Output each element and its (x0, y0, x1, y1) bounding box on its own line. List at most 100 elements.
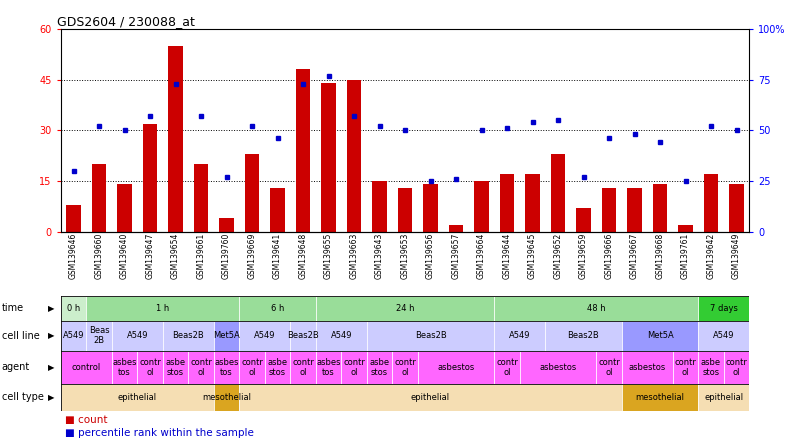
Bar (290, 321, 316, 351)
Bar (143, 123, 157, 232)
Text: GSM139667: GSM139667 (630, 233, 639, 279)
Bar (698, 321, 749, 351)
Bar (188, 351, 214, 384)
Bar (92, 164, 106, 232)
Text: mesothelial: mesothelial (202, 393, 251, 402)
Text: GSM139668: GSM139668 (655, 233, 664, 279)
Bar (220, 218, 233, 232)
Text: GSM139661: GSM139661 (197, 233, 206, 279)
Text: 7 days: 7 days (710, 304, 738, 313)
Text: GSM139644: GSM139644 (502, 233, 511, 279)
Bar (194, 164, 208, 232)
Bar (112, 351, 137, 384)
Text: cell line: cell line (2, 331, 40, 341)
Bar (418, 351, 494, 384)
Text: GSM139664: GSM139664 (477, 233, 486, 279)
Text: 24 h: 24 h (396, 304, 414, 313)
Text: GSM139652: GSM139652 (553, 233, 562, 279)
Text: Beas2B: Beas2B (173, 331, 204, 340)
Text: asbe
stos: asbe stos (267, 358, 288, 377)
Bar (214, 384, 239, 411)
Text: A549: A549 (713, 331, 735, 340)
Text: asbestos: asbestos (437, 363, 475, 372)
Bar (545, 321, 622, 351)
Bar (61, 351, 112, 384)
Bar (392, 351, 418, 384)
Text: contr
ol: contr ol (496, 358, 518, 377)
Text: A549: A549 (330, 331, 352, 340)
Bar (494, 351, 520, 384)
Text: mesothelial: mesothelial (636, 393, 684, 402)
Bar (653, 184, 667, 232)
Text: A549: A549 (254, 331, 275, 340)
Text: 1 h: 1 h (156, 304, 169, 313)
Text: contr
ol: contr ol (726, 358, 748, 377)
Text: ■ percentile rank within the sample: ■ percentile rank within the sample (65, 428, 254, 439)
Bar (239, 351, 265, 384)
Bar (61, 321, 86, 351)
Bar (622, 384, 698, 411)
Bar (367, 321, 494, 351)
Bar (117, 184, 131, 232)
Bar (520, 351, 596, 384)
Bar (475, 181, 488, 232)
Text: GSM139653: GSM139653 (400, 233, 410, 279)
Text: asbes
tos: asbes tos (113, 358, 137, 377)
Text: contr
ol: contr ol (343, 358, 365, 377)
Text: GSM139643: GSM139643 (375, 233, 384, 279)
Bar (704, 174, 718, 232)
Bar (698, 296, 749, 321)
Text: Beas2B: Beas2B (568, 331, 599, 340)
Text: GSM139761: GSM139761 (681, 233, 690, 279)
Text: A549: A549 (126, 331, 148, 340)
Bar (112, 321, 163, 351)
Bar (322, 83, 335, 232)
Bar (341, 351, 367, 384)
Bar (86, 296, 239, 321)
Bar (679, 225, 693, 232)
Text: contr
ol: contr ol (598, 358, 620, 377)
Text: asbes
tos: asbes tos (316, 358, 341, 377)
Text: contr
ol: contr ol (675, 358, 697, 377)
Bar (673, 351, 698, 384)
Text: Met5A: Met5A (646, 331, 673, 340)
Bar (296, 69, 310, 232)
Text: GSM139642: GSM139642 (706, 233, 715, 279)
Text: asbe
stos: asbe stos (165, 358, 185, 377)
Bar (424, 184, 437, 232)
Text: 0 h: 0 h (67, 304, 80, 313)
Text: GSM139649: GSM139649 (732, 233, 741, 279)
Text: control: control (71, 363, 101, 372)
Bar (526, 174, 539, 232)
Text: GSM139641: GSM139641 (273, 233, 282, 279)
Bar (494, 296, 698, 321)
Text: agent: agent (2, 362, 30, 373)
Bar (163, 351, 188, 384)
Bar (551, 154, 565, 232)
Text: GSM139656: GSM139656 (426, 233, 435, 279)
Bar (316, 321, 367, 351)
Text: cell type: cell type (2, 392, 44, 402)
Text: asbe
stos: asbe stos (701, 358, 721, 377)
Text: Beas2B: Beas2B (415, 331, 446, 340)
Bar (137, 351, 163, 384)
Bar (398, 188, 412, 232)
Bar (61, 384, 214, 411)
Text: GSM139666: GSM139666 (604, 233, 613, 279)
Text: GSM139647: GSM139647 (146, 233, 155, 279)
Text: GSM139669: GSM139669 (248, 233, 257, 279)
Text: GSM139645: GSM139645 (528, 233, 537, 279)
Bar (316, 296, 494, 321)
Text: time: time (2, 303, 23, 313)
Bar (698, 351, 724, 384)
Bar (373, 181, 386, 232)
Text: GSM139648: GSM139648 (299, 233, 308, 279)
Bar (290, 351, 316, 384)
Bar (730, 184, 744, 232)
Text: epithelial: epithelial (117, 393, 157, 402)
Text: GSM139654: GSM139654 (171, 233, 180, 279)
Text: asbe
stos: asbe stos (369, 358, 390, 377)
Bar (698, 384, 749, 411)
Bar (622, 351, 673, 384)
Bar (86, 321, 112, 351)
